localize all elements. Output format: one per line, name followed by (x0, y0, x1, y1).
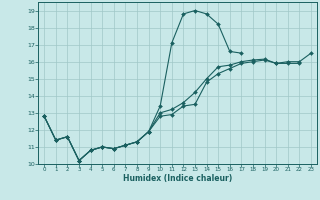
X-axis label: Humidex (Indice chaleur): Humidex (Indice chaleur) (123, 174, 232, 183)
